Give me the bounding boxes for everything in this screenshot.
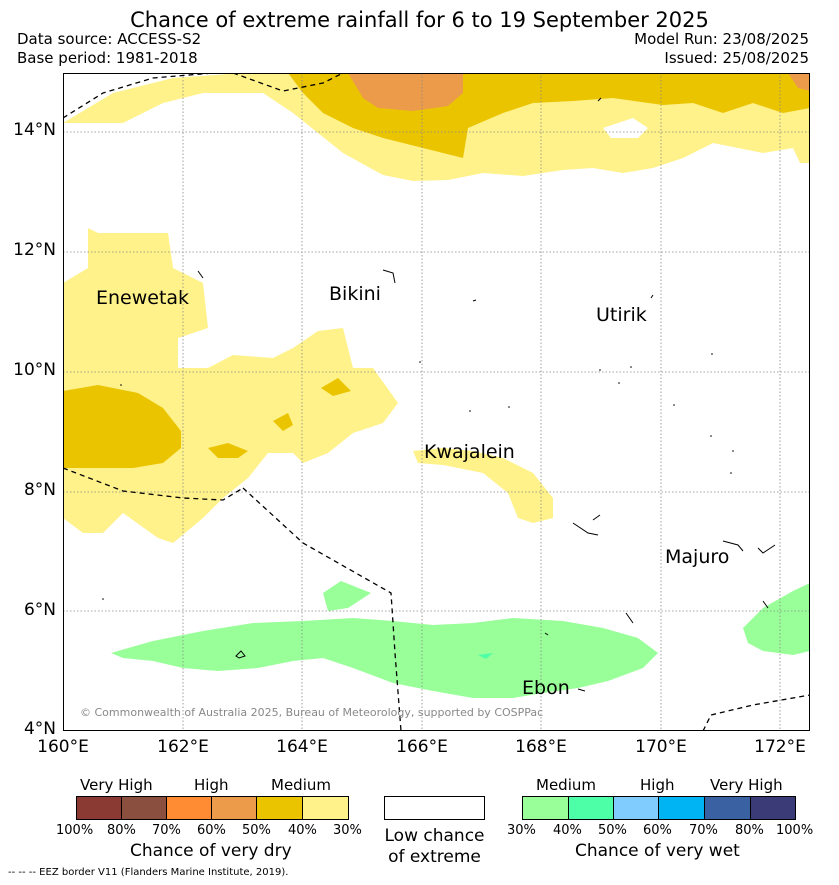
wet-tick-80: 80% [735, 823, 764, 838]
model-run: Model Run: 23/08/2025 [634, 30, 809, 48]
lon-label-168e: 168°E [515, 737, 567, 757]
atoll-outlines [197, 97, 776, 692]
dry-head-very-high: Very High [80, 776, 153, 794]
dry-patch-1 [208, 443, 248, 458]
lat-label-10n: 10°N [13, 360, 56, 380]
wet-swatch-1 [522, 796, 569, 820]
wet-head-medium: Medium [536, 776, 596, 794]
wet-swatch-3 [613, 796, 659, 820]
data-source: Data source: ACCESS-S2 [17, 30, 202, 48]
lon-label-166e: 166°E [396, 737, 448, 757]
island-label-enewetak: Enewetak [96, 287, 190, 309]
issued-date: Issued: 25/08/2025 [664, 49, 809, 67]
dry-tick-30: 30% [333, 823, 362, 838]
wet-tick-60: 60% [643, 823, 672, 838]
dry-tick-60: 60% [197, 823, 226, 838]
lon-label-170e: 170°E [635, 737, 687, 757]
dry-tick-70: 70% [152, 823, 181, 838]
dry-swatch-3 [166, 796, 212, 820]
dry-head-medium: Medium [271, 776, 331, 794]
dry-swatch-6 [302, 796, 349, 820]
wet-region-east [743, 583, 810, 655]
wet-swatch-4 [658, 796, 705, 820]
low-chance-label: Low chance of extreme [383, 826, 486, 868]
run-info: Model Run: 23/08/2025 Issued: 25/08/2025 [634, 30, 809, 68]
wet-region-south [111, 618, 658, 698]
rainfall-map [63, 73, 810, 731]
dry-swatch-5 [256, 796, 303, 820]
gridlines [63, 73, 810, 731]
dry-tick-50: 50% [242, 823, 271, 838]
wet-swatch-2 [568, 796, 614, 820]
dry-region-kwajalein [413, 448, 553, 523]
low-chance-line1: Low chance [384, 826, 485, 846]
island-label-kwajalein: Kwajalein [424, 441, 515, 463]
dry-region-west-medium [63, 385, 181, 468]
lat-label-14n: 14°N [13, 120, 56, 140]
dry-region-north-high-2 [788, 73, 810, 91]
wet-swatch-5 [704, 796, 751, 820]
dry-legend-caption: Chance of very dry [130, 841, 292, 861]
dry-tick-80: 80% [107, 823, 136, 838]
eez-border [63, 73, 810, 731]
dry-swatch-4 [211, 796, 257, 820]
dry-swatch-1 [76, 796, 122, 820]
dry-tick-100: 100% [56, 823, 94, 838]
wet-tick-40: 40% [553, 823, 582, 838]
lat-label-12n: 12°N [13, 240, 56, 260]
dry-tick-40: 40% [288, 823, 317, 838]
map-frame [63, 73, 810, 731]
low-chance-line2: of extreme [388, 847, 481, 867]
dry-patch-3 [321, 378, 351, 396]
wet-legend-caption: Chance of very wet [575, 841, 740, 861]
map-title: Chance of extreme rainfall for 6 to 19 S… [130, 8, 709, 32]
wet-swatch-6 [750, 796, 796, 820]
lat-label-6n: 6°N [23, 600, 56, 620]
island-label-bikini: Bikini [329, 283, 381, 305]
lat-label-4n: 4°N [23, 719, 56, 739]
lon-label-172e: 172°E [754, 737, 806, 757]
lon-label-162e: 162°E [157, 737, 209, 757]
wet-head-very-high: Very High [710, 776, 783, 794]
wet-tick-30: 30% [507, 823, 536, 838]
atoll-dots [102, 353, 734, 600]
base-period: Base period: 1981-2018 [17, 49, 198, 67]
lon-label-164e: 164°E [276, 737, 328, 757]
dry-head-high: High [194, 776, 229, 794]
wet-head-high: High [640, 776, 675, 794]
low-chance-swatch [384, 796, 485, 820]
lat-label-8n: 8°N [23, 480, 56, 500]
dry-swatch-2 [121, 796, 167, 820]
wet-tick-70: 70% [689, 823, 718, 838]
copyright-notice: © Commonwealth of Australia 2025, Bureau… [80, 706, 544, 719]
wet-region-small [323, 581, 371, 611]
island-label-utirik: Utirik [596, 304, 647, 326]
island-label-majuro: Majuro [665, 546, 730, 568]
wet-patch-medium [478, 653, 493, 659]
dry-region-north-high [348, 73, 463, 111]
low-chance-hole [603, 118, 648, 138]
lon-label-160e: 160°E [37, 737, 89, 757]
eez-border-note: -- -- -- EEZ border V11 (Flanders Marine… [8, 867, 289, 878]
island-label-ebon: Ebon [522, 677, 570, 699]
wet-tick-50: 50% [598, 823, 627, 838]
dry-patch-2 [273, 413, 293, 431]
data-info: Data source: ACCESS-S2 Base period: 1981… [17, 30, 201, 68]
wet-tick-100: 100% [776, 823, 814, 838]
